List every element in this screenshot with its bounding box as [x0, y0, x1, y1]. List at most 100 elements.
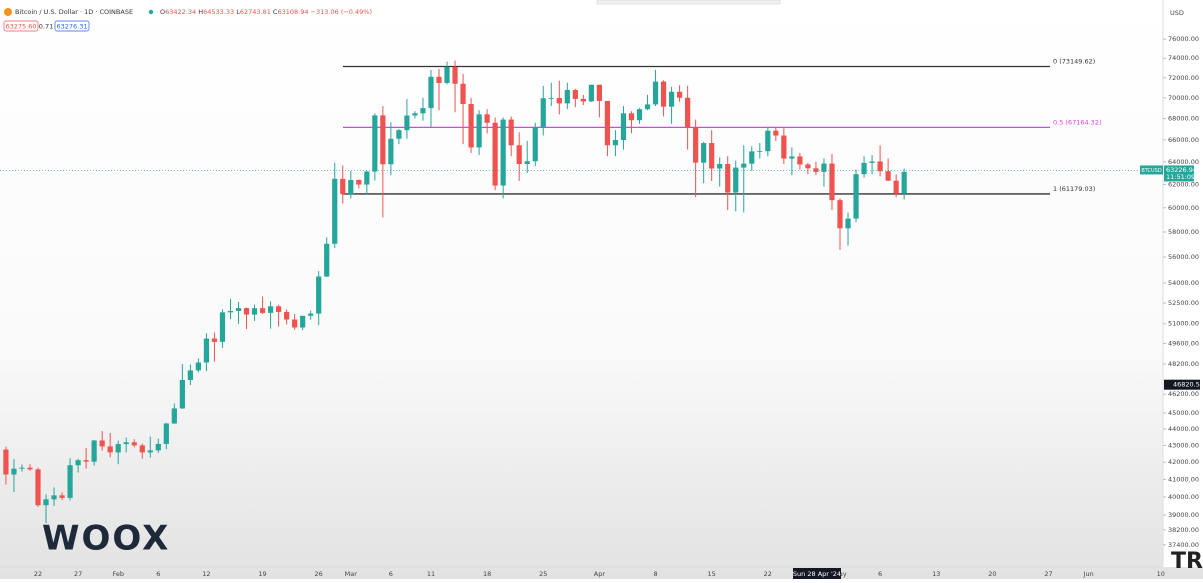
fib-label: 0.5 (67164.32) — [1053, 118, 1102, 126]
fib-label: 0 (73149.62) — [1053, 57, 1095, 65]
candle-body — [636, 109, 643, 121]
candle-body — [845, 218, 851, 229]
x-tick-label: 27 — [74, 570, 82, 578]
ohlc-value: 64533.33 — [203, 8, 234, 16]
candle-body — [668, 91, 675, 107]
candle-body — [853, 174, 859, 219]
candle-body — [267, 306, 274, 313]
candle-body — [701, 143, 707, 163]
y-tick-label: 42000.00 — [1168, 458, 1199, 466]
candle-body — [604, 100, 611, 146]
y-tick-label: 49600.00 — [1168, 340, 1199, 348]
y-tick-label: 48200.00 — [1168, 360, 1199, 368]
ohlc-key: L — [236, 8, 240, 16]
symbol-title: Bitcoin / U.S. Dollar · 1D · COINBASE — [15, 8, 133, 16]
candle-body — [588, 84, 594, 102]
ohlc-value: 63422.34 — [165, 8, 196, 16]
candle-body — [484, 114, 490, 123]
candle-body — [837, 200, 843, 229]
candle-body — [596, 84, 602, 101]
candle-body — [75, 460, 81, 466]
countdown: 11:51:09 — [1166, 173, 1195, 181]
candle-body — [324, 243, 330, 277]
candle-body — [99, 440, 105, 447]
candle-body — [259, 308, 266, 313]
candle-body — [717, 164, 723, 169]
candle-body — [380, 115, 386, 165]
y-tick-label: 46200.00 — [1168, 390, 1199, 398]
candle-body — [155, 443, 161, 451]
ask[interactable]: 63276.31 — [56, 23, 87, 31]
ohlc-key: C — [273, 8, 278, 16]
ohlc-key: O — [160, 8, 165, 16]
candle-body — [813, 168, 819, 172]
spread: 0.71 — [39, 23, 53, 31]
candle-body — [67, 465, 73, 498]
candle-body — [652, 81, 659, 105]
price-axis-panel — [1163, 0, 1203, 567]
toolbar-tab[interactable] — [596, 0, 781, 5]
candle-body — [548, 97, 554, 99]
candle-body — [757, 151, 763, 152]
crosshair-price-box — [1164, 379, 1200, 390]
candle-body — [901, 171, 907, 194]
candle-body — [516, 145, 522, 165]
bid-box[interactable] — [3, 20, 39, 32]
candle-body — [91, 440, 97, 462]
ohlc-legend: O63422.34 H64533.33 L62743.81 C63108.94 … — [160, 8, 372, 16]
candle-body — [412, 113, 418, 116]
candle-body — [251, 308, 258, 315]
candle-body — [219, 312, 226, 342]
candle-body — [580, 98, 586, 102]
x-tick-label: 12 — [202, 570, 210, 578]
ohlc-value: 62743.81 — [240, 8, 271, 16]
bid[interactable]: 63275.60 — [5, 23, 36, 31]
plot: 76000.00 74000.00 72000.00 70000.00 68000.00… — [0, 35, 1203, 579]
candle-body — [372, 115, 378, 172]
candle-body — [211, 338, 218, 342]
y-tick-label: 39000.00 — [1168, 511, 1199, 519]
x-tick-label: Apr — [594, 570, 606, 578]
candle-body — [83, 460, 89, 462]
candle-body — [203, 338, 210, 363]
y-tick-label: 45000.00 — [1168, 409, 1199, 417]
candle-body — [460, 83, 466, 105]
candle-body — [19, 467, 25, 469]
x-tick-label: 22 — [34, 570, 42, 578]
y-tick-label: 41000.00 — [1168, 475, 1199, 483]
crosshair-price: 46820.54 — [1173, 381, 1203, 389]
y-tick-label: 54000.00 — [1168, 279, 1199, 287]
y-tick-label: 74000.00 — [1168, 54, 1199, 62]
candle-body — [284, 311, 290, 320]
x-tick-label: 20 — [988, 570, 996, 578]
candle-body — [308, 313, 314, 316]
candle-body — [620, 113, 627, 141]
candle-body — [829, 163, 835, 201]
x-tick-label: 19 — [258, 570, 266, 578]
candle-body — [332, 178, 338, 244]
ask-box[interactable] — [54, 20, 90, 32]
x-tick-label: 22 — [764, 570, 772, 578]
fib-label: 1 (61179.03) — [1053, 185, 1095, 193]
candle-body — [532, 126, 538, 162]
candle-body — [492, 122, 498, 186]
crosshair-date-box — [793, 568, 841, 579]
candle-body — [364, 171, 370, 185]
y-tick-label: 72000.00 — [1168, 74, 1199, 82]
candle-body — [107, 446, 113, 453]
candle-body — [741, 163, 747, 168]
candle-body — [316, 276, 322, 314]
x-tick-label: 8 — [653, 570, 657, 578]
x-tick-label: 11 — [427, 570, 435, 578]
candle-body — [404, 115, 410, 131]
candle-body — [115, 444, 121, 453]
candle-body — [11, 468, 17, 475]
candle-body — [789, 156, 795, 159]
candle-body — [43, 499, 49, 506]
price-tag-symbol: BTCUSD — [1141, 168, 1162, 174]
candle-body — [797, 156, 803, 165]
candle-body — [765, 130, 771, 152]
ohlc-key: H — [198, 8, 203, 16]
